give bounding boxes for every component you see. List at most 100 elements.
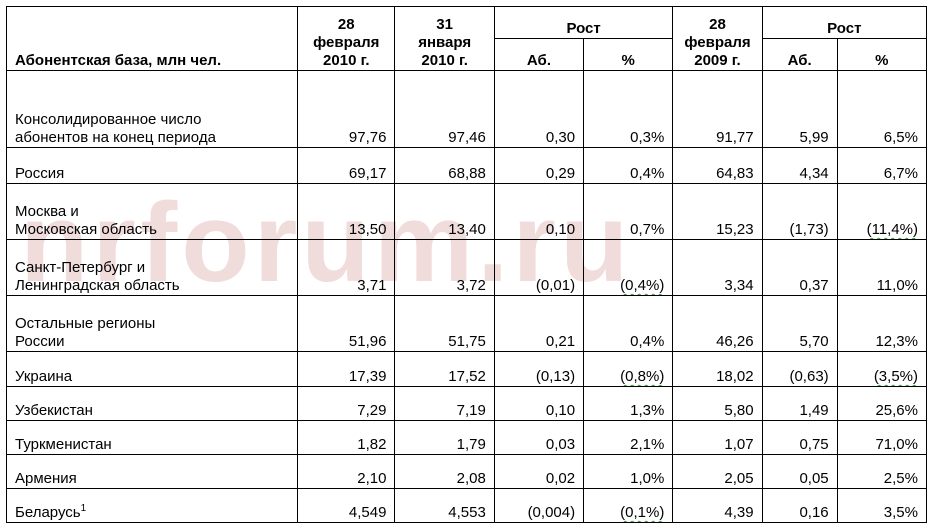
cell-pct2: 2,5%	[836, 454, 928, 489]
cell-abs2: (0,63)	[761, 351, 838, 387]
header-feb-2010: 28 февраля 2010 г.	[297, 6, 396, 71]
table-row: Армения 2,10 2,08 0,02 1,0% 2,05 0,05 2,…	[5, 454, 928, 489]
row-label: Россия	[5, 147, 299, 184]
cell-pct1: 0,4%	[583, 295, 674, 352]
cell-jan2010: 68,88	[394, 147, 495, 184]
cell-pct1: 0,4%	[583, 147, 674, 184]
cell-pct1: 0,3%	[583, 70, 674, 148]
cell-abs2: 1,49	[761, 386, 838, 421]
cell-jan2010: 97,46	[394, 70, 495, 148]
header-row-2: Аб. % Аб. %	[7, 38, 928, 71]
cell-feb2009: 5,80	[672, 386, 763, 421]
row-label: Москва и Московская область	[5, 183, 299, 240]
cell-pct2: (11,4%)	[836, 183, 928, 240]
cell-pct1: (0,1%)	[583, 488, 674, 523]
header-growth-2-pct: %	[836, 38, 928, 71]
cell-jan2010: 3,72	[394, 239, 495, 296]
table-row: Санкт-Петербург и Ленинградская область …	[5, 239, 928, 296]
cell-feb2010: 51,96	[297, 295, 396, 352]
cell-abs1: 0,10	[493, 386, 585, 421]
cell-abs2: 0,16	[761, 488, 838, 523]
cell-abs2: 0,75	[761, 420, 838, 455]
cell-pct2: 6,7%	[836, 147, 928, 184]
cell-jan2010: 2,08	[394, 454, 495, 489]
cell-abs2: (1,73)	[761, 183, 838, 240]
cell-abs1: 0,03	[493, 420, 585, 455]
row-label: Армения	[5, 454, 299, 489]
cell-abs1: 0,02	[493, 454, 585, 489]
header-growth-1-pct: %	[583, 38, 674, 71]
cell-feb2010: 2,10	[297, 454, 396, 489]
header-growth-1: Рост	[493, 6, 674, 39]
cell-feb2010: 69,17	[297, 147, 396, 184]
cell-abs1: (0,13)	[493, 351, 585, 387]
cell-jan2010: 4,553	[394, 488, 495, 523]
cell-pct2: 11,0%	[836, 239, 928, 296]
cell-feb2010: 3,71	[297, 239, 396, 296]
cell-feb2010: 17,39	[297, 351, 396, 387]
row-label: Санкт-Петербург и Ленинградская область	[5, 239, 299, 296]
cell-pct2: (3,5%)	[836, 351, 928, 387]
table-row: Москва и Московская область 13,50 13,40 …	[5, 183, 928, 240]
header-row-1: Абонентская база, млн чел. 28 февраля 20…	[5, 6, 928, 71]
cell-pct2: 3,5%	[836, 488, 928, 523]
table-row: Украина 17,39 17,52 (0,13) (0,8%) 18,02 …	[5, 351, 928, 387]
cell-feb2010: 1,82	[297, 420, 396, 455]
cell-pct1: (0,4%)	[583, 239, 674, 296]
cell-abs1: 0,10	[493, 183, 585, 240]
header-feb-2009: 28 февраля 2009 г.	[672, 6, 763, 71]
cell-jan2010: 51,75	[394, 295, 495, 352]
cell-feb2009: 3,34	[672, 239, 763, 296]
cell-feb2009: 46,26	[672, 295, 763, 352]
row-label-text: Беларусь	[15, 504, 81, 521]
cell-abs1: 0,30	[493, 70, 585, 148]
cell-feb2010: 7,29	[297, 386, 396, 421]
table-row: Остальные регионы России 51,96 51,75 0,2…	[5, 295, 928, 352]
header-base-label: Абонентская база, млн чел.	[5, 6, 299, 71]
cell-feb2010: 4,549	[297, 488, 396, 523]
table-row: Россия 69,17 68,88 0,29 0,4% 64,83 4,34 …	[5, 147, 928, 184]
cell-feb2009: 15,23	[672, 183, 763, 240]
cell-feb2010: 97,76	[297, 70, 396, 148]
cell-pct2: 71,0%	[836, 420, 928, 455]
header-growth-2: Рост	[761, 6, 928, 39]
cell-jan2010: 13,40	[394, 183, 495, 240]
row-label: Консолидированное число абонентов на кон…	[5, 70, 299, 148]
cell-jan2010: 7,19	[394, 386, 495, 421]
cell-pct1: 1,0%	[583, 454, 674, 489]
cell-jan2010: 17,52	[394, 351, 495, 387]
cell-abs2: 0,05	[761, 454, 838, 489]
cell-feb2009: 1,07	[672, 420, 763, 455]
cell-pct2: 25,6%	[836, 386, 928, 421]
row-label: Туркменистан	[5, 420, 299, 455]
table-row: Консолидированное число абонентов на кон…	[5, 70, 928, 148]
header-growth-2-abs: Аб.	[761, 38, 838, 71]
cell-feb2010: 13,50	[297, 183, 396, 240]
row-label: Узбекистан	[5, 386, 299, 421]
cell-pct1: 1,3%	[583, 386, 674, 421]
cell-feb2009: 18,02	[672, 351, 763, 387]
cell-feb2009: 91,77	[672, 70, 763, 148]
table-row: Узбекистан 7,29 7,19 0,10 1,3% 5,80 1,49…	[5, 386, 928, 421]
cell-feb2009: 2,05	[672, 454, 763, 489]
header-growth-1-abs: Аб.	[493, 38, 585, 71]
cell-feb2009: 4,39	[672, 488, 763, 523]
row-label: Украина	[5, 351, 299, 387]
table-row: Туркменистан 1,82 1,79 0,03 2,1% 1,07 0,…	[5, 420, 928, 455]
cell-abs1: (0,004)	[493, 488, 585, 523]
cell-abs2: 5,99	[761, 70, 838, 148]
cell-jan2010: 1,79	[394, 420, 495, 455]
cell-feb2009: 64,83	[672, 147, 763, 184]
cell-pct1: (0,8%)	[583, 351, 674, 387]
cell-pct2: 12,3%	[836, 295, 928, 352]
cell-abs1: 0,21	[493, 295, 585, 352]
row-label: Остальные регионы России	[5, 295, 299, 352]
table-row: Беларусь1 4,549 4,553 (0,004) (0,1%) 4,3…	[5, 488, 928, 523]
cell-abs1: 0,29	[493, 147, 585, 184]
header-jan-2010: 31 января 2010 г.	[394, 6, 495, 71]
cell-pct2: 6,5%	[836, 70, 928, 148]
cell-abs2: 0,37	[761, 239, 838, 296]
row-label: Беларусь1	[5, 488, 299, 523]
cell-abs1: (0,01)	[493, 239, 585, 296]
cell-pct1: 0,7%	[583, 183, 674, 240]
